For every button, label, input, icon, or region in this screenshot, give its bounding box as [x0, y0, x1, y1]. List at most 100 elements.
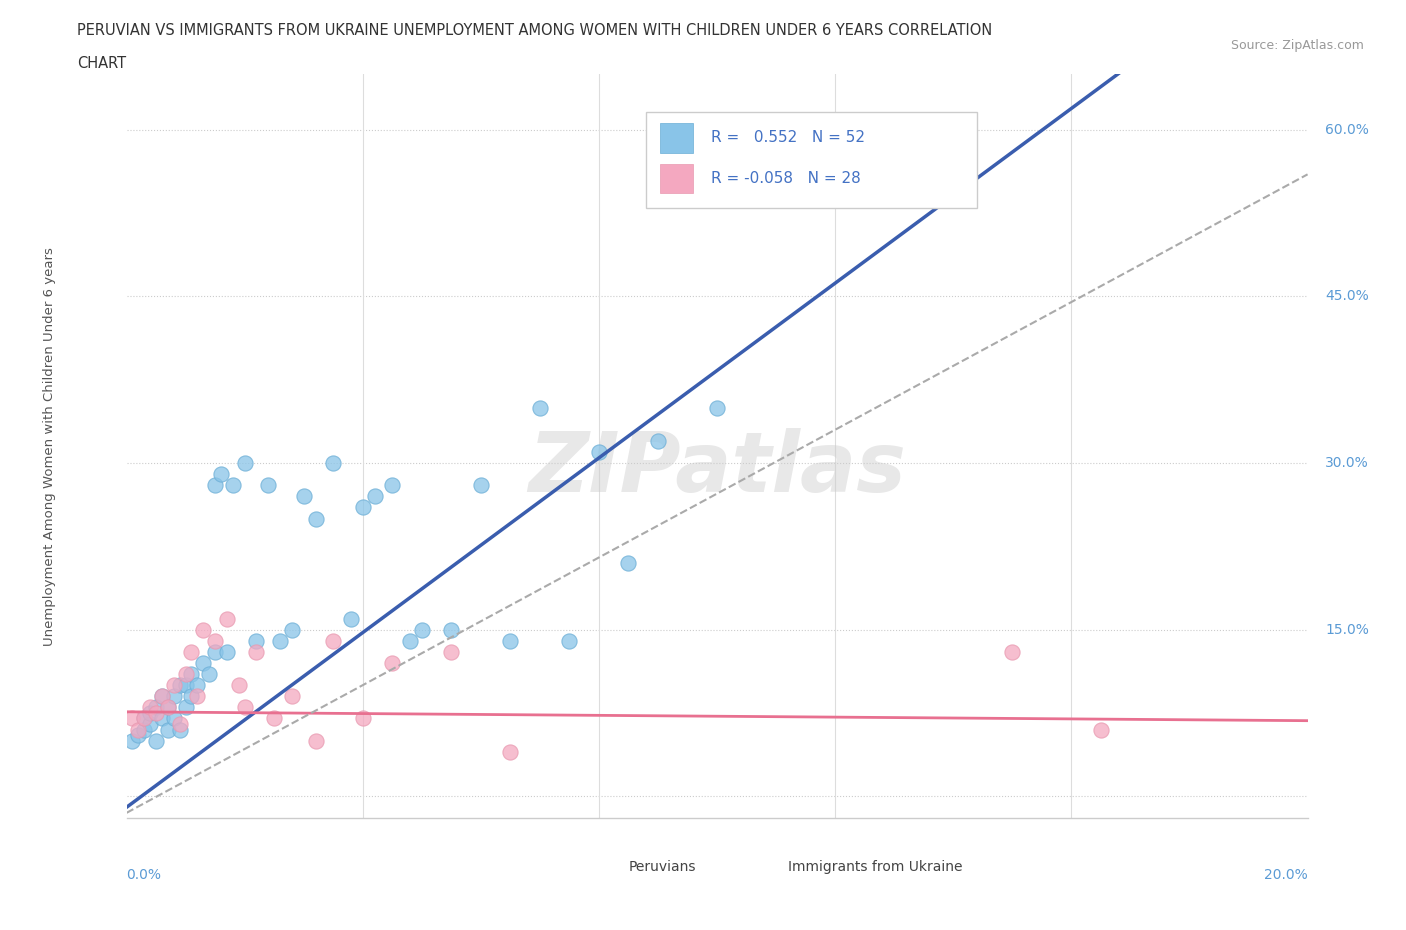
- Point: [145, 706, 167, 721]
- Point: [245, 644, 267, 659]
- Text: R =   0.552   N = 52: R = 0.552 N = 52: [711, 130, 865, 145]
- Bar: [593, 856, 619, 878]
- Point: [139, 700, 162, 715]
- Point: [134, 711, 156, 726]
- Point: [180, 644, 202, 659]
- Point: [470, 478, 492, 493]
- Point: [399, 633, 422, 648]
- Text: Immigrants from Ukraine: Immigrants from Ukraine: [787, 859, 963, 874]
- Point: [156, 722, 179, 737]
- Point: [263, 711, 285, 726]
- Point: [186, 678, 208, 693]
- Point: [340, 611, 363, 626]
- Point: [139, 706, 162, 721]
- Point: [156, 700, 179, 715]
- Point: [499, 744, 522, 759]
- Point: [193, 622, 215, 637]
- Text: 0.0%: 0.0%: [127, 869, 162, 883]
- Text: 30.0%: 30.0%: [1326, 456, 1369, 470]
- Point: [127, 727, 149, 742]
- Point: [169, 678, 191, 693]
- Point: [222, 478, 245, 493]
- Point: [145, 700, 167, 715]
- Point: [204, 644, 226, 659]
- Point: [180, 689, 202, 704]
- Point: [1090, 722, 1112, 737]
- Point: [134, 722, 156, 737]
- Point: [281, 622, 304, 637]
- Point: [145, 733, 167, 748]
- Point: [558, 633, 581, 648]
- Point: [198, 667, 221, 682]
- Text: ZIPatlas: ZIPatlas: [529, 428, 905, 510]
- Point: [499, 633, 522, 648]
- Point: [440, 622, 463, 637]
- Point: [352, 711, 374, 726]
- Point: [204, 478, 226, 493]
- Text: Source: ZipAtlas.com: Source: ZipAtlas.com: [1230, 39, 1364, 52]
- Point: [322, 456, 344, 471]
- Bar: [661, 123, 693, 153]
- Text: 45.0%: 45.0%: [1326, 289, 1369, 303]
- Point: [304, 512, 326, 526]
- Point: [134, 711, 156, 726]
- Text: 15.0%: 15.0%: [1326, 622, 1369, 637]
- Point: [281, 689, 304, 704]
- Point: [322, 633, 344, 648]
- Point: [228, 678, 250, 693]
- Point: [215, 644, 238, 659]
- Point: [647, 433, 669, 448]
- Text: Peruvians: Peruvians: [628, 859, 696, 874]
- Point: [163, 689, 186, 704]
- Point: [163, 711, 186, 726]
- Point: [352, 500, 374, 515]
- Point: [139, 717, 162, 732]
- Point: [150, 711, 173, 726]
- Point: [193, 656, 215, 671]
- Point: [411, 622, 433, 637]
- Bar: [661, 164, 693, 193]
- Point: [245, 633, 267, 648]
- Point: [381, 478, 404, 493]
- Point: [588, 445, 610, 459]
- Point: [204, 633, 226, 648]
- Point: [257, 478, 280, 493]
- Point: [150, 689, 173, 704]
- Point: [169, 717, 191, 732]
- Point: [233, 456, 256, 471]
- Text: R = -0.058   N = 28: R = -0.058 N = 28: [711, 171, 860, 186]
- Text: PERUVIAN VS IMMIGRANTS FROM UKRAINE UNEMPLOYMENT AMONG WOMEN WITH CHILDREN UNDER: PERUVIAN VS IMMIGRANTS FROM UKRAINE UNEM…: [77, 23, 993, 38]
- Text: Unemployment Among Women with Children Under 6 years: Unemployment Among Women with Children U…: [44, 247, 56, 645]
- Point: [269, 633, 291, 648]
- Bar: [647, 112, 977, 208]
- Point: [180, 667, 202, 682]
- Point: [381, 656, 404, 671]
- Point: [617, 555, 640, 570]
- Point: [169, 722, 191, 737]
- Point: [529, 400, 551, 415]
- Point: [127, 722, 149, 737]
- Point: [174, 678, 197, 693]
- Point: [363, 489, 385, 504]
- Bar: [752, 856, 779, 878]
- Point: [706, 400, 728, 415]
- Point: [174, 667, 197, 682]
- Point: [304, 733, 326, 748]
- Point: [174, 700, 197, 715]
- Point: [794, 145, 817, 160]
- Text: CHART: CHART: [77, 56, 127, 71]
- Point: [156, 700, 179, 715]
- Point: [186, 689, 208, 704]
- Point: [440, 644, 463, 659]
- Point: [215, 611, 238, 626]
- Point: [121, 733, 143, 748]
- Point: [209, 467, 232, 482]
- Point: [292, 489, 315, 504]
- Point: [233, 700, 256, 715]
- Text: 60.0%: 60.0%: [1326, 123, 1369, 137]
- Text: 20.0%: 20.0%: [1264, 869, 1308, 883]
- Point: [121, 711, 143, 726]
- Point: [150, 689, 173, 704]
- Point: [163, 678, 186, 693]
- Point: [1001, 644, 1024, 659]
